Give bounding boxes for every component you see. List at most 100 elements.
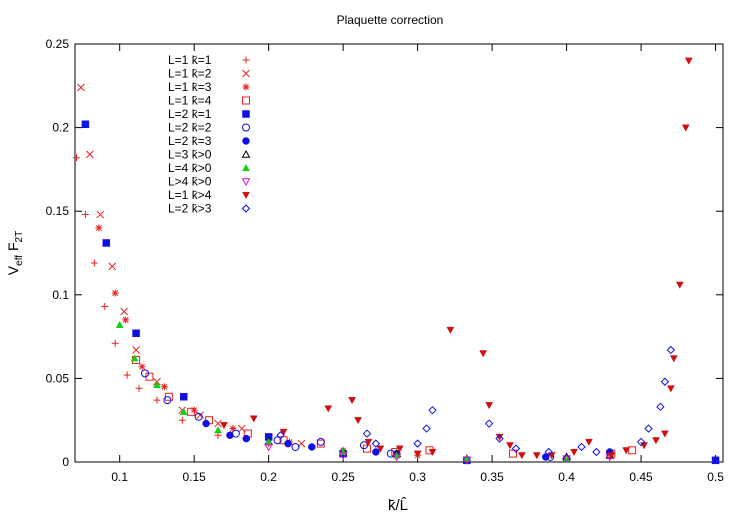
data-point <box>179 407 188 415</box>
data-point <box>187 407 196 416</box>
data-point <box>413 450 422 458</box>
data-point <box>675 281 684 289</box>
data-point <box>541 453 550 461</box>
data-point <box>130 354 139 362</box>
data-point <box>132 329 140 338</box>
data-point <box>462 457 472 465</box>
legend-label: L=1 k̄>4 <box>168 188 212 202</box>
plot-frame <box>74 43 724 463</box>
data-point <box>666 385 675 393</box>
y-axis-label-sub2: 2T <box>14 231 25 243</box>
series-points <box>95 224 422 459</box>
data-point <box>644 424 653 433</box>
y-axis-label-mid: F <box>5 242 21 254</box>
legend-marker <box>242 56 250 64</box>
data-point <box>279 428 288 436</box>
legend-label: L=3 k̄>0 <box>168 148 212 162</box>
data-point <box>163 396 172 405</box>
data-point <box>428 405 437 415</box>
y-tick-label: 0.25 <box>46 37 70 51</box>
data-point <box>122 316 130 324</box>
y-axis: 0 0.05 0.1 0.15 0.2 0.25 <box>46 37 723 469</box>
data-point <box>362 429 372 438</box>
legend-label: L=2 k̄=1 <box>168 107 212 121</box>
data-point <box>123 371 131 379</box>
data-point <box>138 363 146 371</box>
data-point <box>354 417 362 425</box>
data-point <box>364 438 373 446</box>
data-point <box>532 452 541 460</box>
y-axis-label-sub1: eff <box>14 255 25 266</box>
legend-marker <box>241 149 251 158</box>
data-point <box>508 449 517 458</box>
legend-label: L=4 k̄>0 <box>168 161 212 175</box>
data-point <box>108 262 117 271</box>
data-point <box>585 438 593 446</box>
data-point <box>446 326 455 334</box>
legend-label: L=1 k̄=2 <box>168 67 212 81</box>
legend-label: L=1 k̄=1 <box>168 53 212 67</box>
data-point <box>592 447 601 457</box>
data-point <box>96 210 105 219</box>
data-point <box>226 431 234 439</box>
legend-marker <box>242 123 250 132</box>
legend-marker <box>242 96 250 105</box>
data-point <box>479 350 488 358</box>
data-point <box>220 422 228 430</box>
data-point <box>95 224 103 232</box>
data-point <box>628 446 637 455</box>
legend-marker <box>242 83 250 91</box>
data-point <box>115 320 124 328</box>
y-tick-label: 0.2 <box>52 121 69 135</box>
data-point <box>273 436 282 445</box>
data-point <box>372 448 380 456</box>
x-tick-label: 0.35 <box>480 470 504 484</box>
legend-marker <box>242 191 250 200</box>
legend-marker <box>241 178 251 187</box>
data-point <box>395 445 404 453</box>
data-point <box>214 426 222 434</box>
data-point <box>517 452 526 460</box>
data-point <box>179 393 188 401</box>
legend-label: L=2 k̄>3 <box>168 202 212 216</box>
data-point <box>376 445 385 453</box>
legend-label: L=1 k̄=3 <box>168 80 212 94</box>
data-point <box>324 405 333 413</box>
x-tick-label: 0.4 <box>558 470 575 484</box>
data-point <box>90 259 98 267</box>
data-point <box>577 442 586 452</box>
y-axis-label-main: V <box>5 265 21 275</box>
data-point <box>484 419 494 428</box>
data-point <box>413 439 422 448</box>
data-point <box>202 419 210 428</box>
data-point <box>669 355 678 363</box>
data-point <box>135 384 143 392</box>
data-point <box>339 447 348 456</box>
data-point <box>291 442 300 451</box>
legend-marker <box>241 204 251 213</box>
data-point <box>160 383 168 391</box>
data-point <box>153 396 161 404</box>
series-points <box>276 345 676 457</box>
data-point <box>284 439 292 448</box>
data-point <box>194 412 203 421</box>
data-point <box>214 419 222 428</box>
data-point <box>101 303 109 311</box>
x-tick-label: 0.3 <box>409 470 426 484</box>
x-tick-label: 0.15 <box>182 470 206 484</box>
y-tick-label: 0.05 <box>46 371 70 385</box>
data-point <box>359 441 368 450</box>
data-point <box>81 211 89 219</box>
data-points <box>72 57 720 465</box>
data-point <box>570 448 578 456</box>
data-point <box>276 431 285 440</box>
data-point <box>316 439 325 448</box>
x-axis: 0.1 0.15 0.2 0.25 0.3 0.35 0.4 0.45 0.5 <box>111 44 724 484</box>
data-point <box>640 442 648 450</box>
data-point <box>308 443 316 451</box>
data-point <box>249 415 258 423</box>
data-point <box>132 346 140 354</box>
data-point <box>196 411 204 420</box>
data-point <box>562 455 571 464</box>
